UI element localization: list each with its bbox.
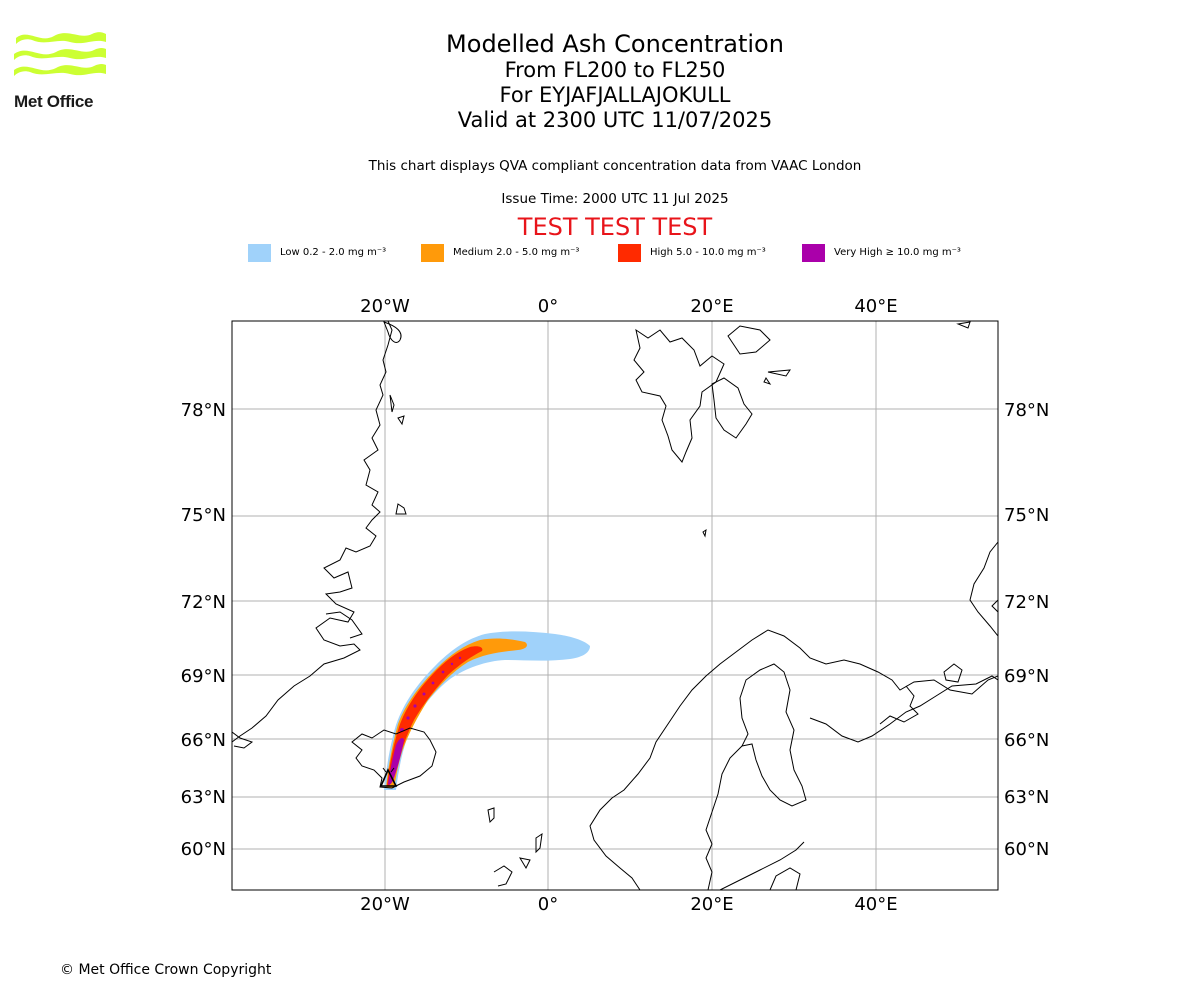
lon-label-40e-bottom: 40°E <box>854 894 897 915</box>
flight-level-range: From FL200 to FL250 <box>504 58 726 82</box>
lon-label-0-bottom: 0° <box>538 894 558 915</box>
coast-gulf-of-bothnia <box>705 745 743 890</box>
met-office-logo: Met Office <box>14 30 108 112</box>
coast-estonia <box>769 867 801 890</box>
lon-label-40e-top: 40°E <box>854 296 897 317</box>
legend-swatch-high <box>618 244 641 262</box>
ash-high <box>387 646 483 786</box>
coast-white-sea <box>879 685 919 725</box>
coast-kolguev <box>943 663 963 683</box>
coast-shetland <box>535 832 543 854</box>
graticule <box>232 321 998 890</box>
valid-time: Valid at 2300 UTC 11/07/2025 <box>457 108 773 132</box>
map-body <box>232 321 998 890</box>
lon-label-20w-top: 20°W <box>360 296 410 317</box>
coast-kvitoya <box>727 325 771 355</box>
volcano-triangle-marker <box>379 768 398 787</box>
coast-finland <box>739 663 807 807</box>
issue-time: Issue Time: 2000 UTC 11 Jul 2025 <box>501 191 729 207</box>
coast-orkney <box>518 857 531 870</box>
coast-greenland-south <box>232 731 254 749</box>
lon-label-20e-bottom: 20°E <box>690 894 733 915</box>
coast-greenland-north <box>383 321 402 343</box>
lat-label-66n-left: 66°N <box>181 730 226 751</box>
lat-label-69n-left: 69°N <box>181 666 226 687</box>
coast-novaya-zemlya <box>969 541 998 637</box>
coastlines <box>232 321 998 890</box>
lat-label-66n-right: 66°N <box>1004 730 1049 751</box>
map-frame <box>231 320 999 891</box>
coast-franz-josef <box>956 321 971 329</box>
page-title: Modelled Ash Concentration <box>446 30 784 58</box>
coast-iceland <box>351 727 437 789</box>
volcano-marker-ticks <box>382 767 395 773</box>
coast-gulf-of-finland <box>719 841 805 890</box>
coast-kola <box>809 675 998 743</box>
chart-description: This chart displays QVA compliant concen… <box>368 158 862 174</box>
coast-islet-3 <box>395 503 407 515</box>
longitude-labels-bottom: 20°W 0° 20°E 40°E <box>360 894 897 915</box>
ash-plume <box>384 631 590 790</box>
legend-swatch-low <box>248 244 271 262</box>
coast-novaya-zemlya-strait <box>991 599 998 613</box>
latitude-labels-left: 78°N 75°N 72°N 69°N 66°N 63°N 60°N <box>181 400 226 860</box>
copyright-notice: © Met Office Crown Copyright <box>60 962 272 978</box>
legend-label-low: Low 0.2 - 2.0 mg m⁻³ <box>280 247 387 258</box>
lat-label-72n-right: 72°N <box>1004 592 1049 613</box>
lat-label-75n-left: 75°N <box>181 505 226 526</box>
chart-titles: Modelled Ash Concentration From FL200 to… <box>315 30 915 133</box>
lat-label-72n-left: 72°N <box>181 592 226 613</box>
legend-label-very-high: Very High ≥ 10.0 mg m⁻³ <box>834 247 961 258</box>
coast-faroes <box>487 807 495 824</box>
coast-scandinavia <box>589 629 998 890</box>
lat-label-63n-right: 63°N <box>1004 787 1049 808</box>
coast-islet-5 <box>763 377 772 385</box>
lat-label-60n-left: 60°N <box>181 839 226 860</box>
met-office-waves-icon <box>14 32 106 76</box>
lon-label-0-top: 0° <box>538 296 558 317</box>
lat-label-75n-right: 75°N <box>1004 505 1049 526</box>
lat-label-78n-left: 78°N <box>181 400 226 421</box>
coast-bear-island <box>702 528 707 538</box>
longitude-labels-top: 20°W 0° 20°E 40°E <box>360 296 897 317</box>
legend-swatch-very-high <box>802 244 825 262</box>
lat-label-63n-left: 63°N <box>181 787 226 808</box>
latitude-labels-right: 78°N 75°N 72°N 69°N 66°N 63°N 60°N <box>1004 400 1049 860</box>
logo-text: Met Office <box>14 92 94 111</box>
lat-label-69n-right: 69°N <box>1004 666 1049 687</box>
legend-swatch-medium <box>421 244 444 262</box>
coast-greenland <box>232 321 393 743</box>
lon-label-20w-bottom: 20°W <box>360 894 410 915</box>
coast-greenland-fjord <box>325 611 363 639</box>
volcano-name: For EYJAFJALLAJOKULL <box>499 83 731 107</box>
lon-label-20e-top: 20°E <box>690 296 733 317</box>
legend-label-high: High 5.0 - 10.0 mg m⁻³ <box>650 247 766 258</box>
lat-label-78n-right: 78°N <box>1004 400 1049 421</box>
coast-scotland <box>493 865 513 887</box>
legend-label-medium: Medium 2.0 - 5.0 mg m⁻³ <box>453 247 580 258</box>
coast-svalbard <box>633 328 725 463</box>
coast-islet-1 <box>389 394 395 413</box>
test-banner: TEST TEST TEST <box>517 213 713 241</box>
coast-islet-2 <box>397 415 405 426</box>
ash-very-high <box>388 737 404 785</box>
coast-nordaustlandet <box>711 377 753 439</box>
lat-label-60n-right: 60°N <box>1004 839 1049 860</box>
ash-very-high-specks <box>400 656 462 732</box>
coast-islet-4 <box>767 369 791 377</box>
